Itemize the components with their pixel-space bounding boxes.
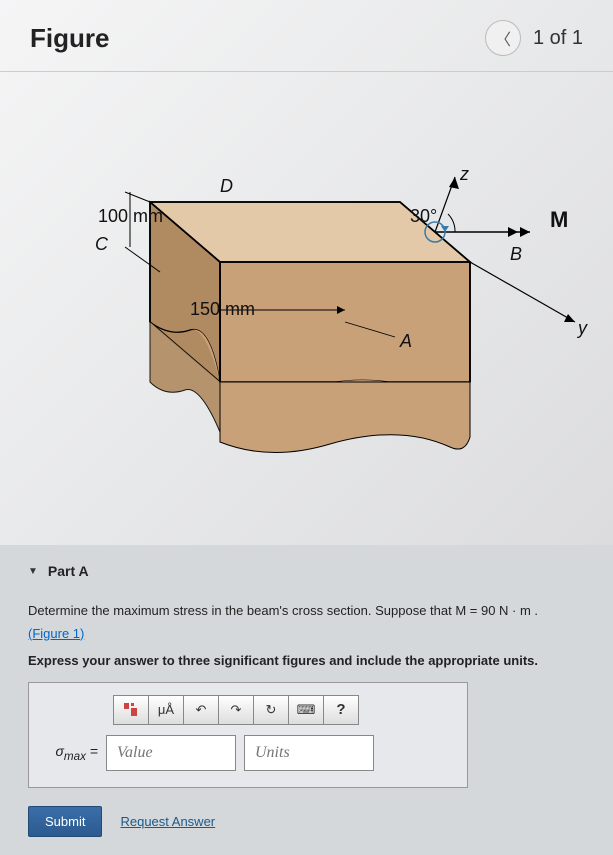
point-d-label: D <box>220 176 233 196</box>
point-c-label: C <box>95 234 109 254</box>
figure-header: Figure 〈 1 of 1 <box>0 0 613 72</box>
angle-arc <box>448 214 455 232</box>
z-arrow <box>449 177 459 189</box>
actions-row: Submit Request Answer <box>28 806 585 837</box>
box-front-extend <box>220 382 470 453</box>
value-input[interactable] <box>106 735 236 771</box>
sigma-label: σmax = <box>43 743 98 763</box>
prev-button[interactable]: 〈 <box>485 20 521 56</box>
y-axis <box>470 262 575 322</box>
diagram: 100 mm C 150 mm D z y M B <box>0 72 613 532</box>
answer-toolbar: μÅ ↶ ↷ ↻ ⌨ ? <box>113 695 453 725</box>
problem-text: Determine the maximum stress in the beam… <box>28 601 585 621</box>
figure-pager: 〈 1 of 1 <box>485 20 583 56</box>
moment-arrow2 <box>508 227 518 237</box>
figure-section: Figure 〈 1 of 1 <box>0 0 613 545</box>
figure-title: Figure <box>30 23 109 54</box>
point-a-label: A <box>399 331 412 351</box>
template-button[interactable] <box>113 695 149 725</box>
keyboard-button[interactable]: ⌨ <box>288 695 324 725</box>
caret-down-icon: ▼ <box>28 566 38 577</box>
part-header[interactable]: ▼ Part A <box>28 563 585 579</box>
answer-row: σmax = <box>43 735 453 771</box>
moment-label: M <box>550 207 568 232</box>
request-answer-link[interactable]: Request Answer <box>120 814 215 829</box>
point-b-label: B <box>510 244 522 264</box>
undo-button[interactable]: ↶ <box>183 695 219 725</box>
rotation-arrow <box>441 226 449 232</box>
beam-diagram-svg: 100 mm C 150 mm D z y M B <box>0 72 613 532</box>
dim-100-ext1 <box>125 192 150 202</box>
help-button[interactable]: ? <box>323 695 359 725</box>
z-label: z <box>459 164 469 184</box>
units-input[interactable] <box>244 735 374 771</box>
instruction-text: Express your answer to three significant… <box>28 653 585 668</box>
answer-box: μÅ ↶ ↷ ↻ ⌨ ? σmax = <box>28 682 468 788</box>
figure-link[interactable]: (Figure 1) <box>28 626 84 641</box>
y-arrow <box>564 314 575 322</box>
dim-150-label: 150 mm <box>190 299 255 319</box>
part-label: Part A <box>48 563 89 579</box>
moment-arrow1 <box>520 227 530 237</box>
greek-units-button[interactable]: μÅ <box>148 695 184 725</box>
redo-button[interactable]: ↷ <box>218 695 254 725</box>
reset-button[interactable]: ↻ <box>253 695 289 725</box>
submit-button[interactable]: Submit <box>28 806 102 837</box>
pager-text: 1 of 1 <box>533 27 583 50</box>
part-section: ▼ Part A Determine the maximum stress in… <box>0 545 613 855</box>
chevron-left-icon: 〈 <box>495 26 511 50</box>
angle-label: 30° <box>410 206 437 226</box>
dim-100-label: 100 mm <box>98 206 163 226</box>
y-label: y <box>576 318 588 338</box>
